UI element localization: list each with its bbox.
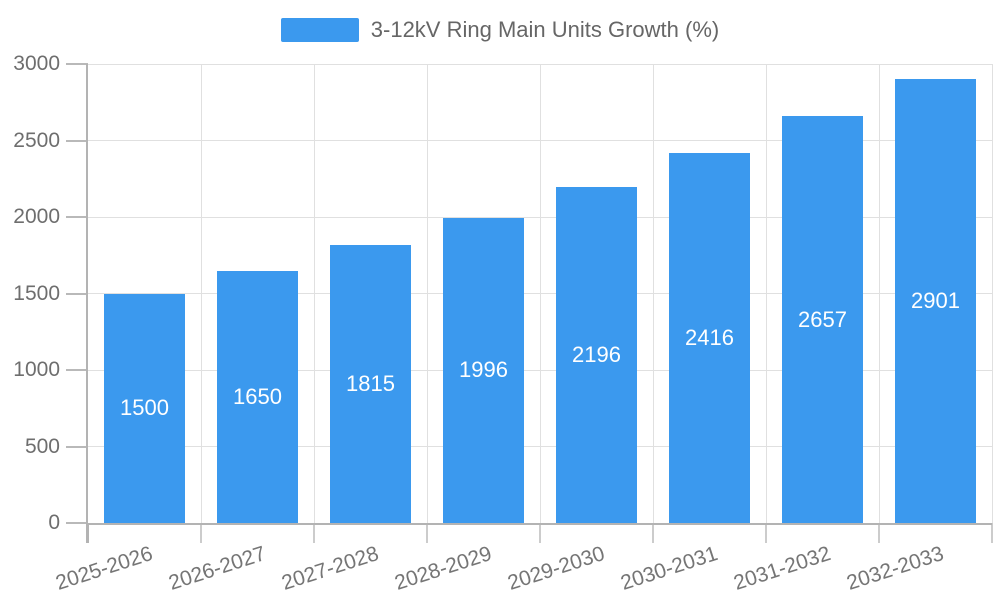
bar[interactable] (895, 79, 976, 523)
x-gridline (539, 64, 541, 523)
x-axis-label: 2028-2029 (391, 542, 495, 595)
x-gridline (313, 64, 315, 523)
bar-value-label: 2416 (685, 325, 734, 351)
x-tick (652, 523, 654, 543)
x-gridline (652, 64, 654, 523)
x-axis-label: 2030-2031 (617, 542, 721, 595)
bar[interactable] (782, 116, 863, 523)
bar-value-label: 2901 (911, 288, 960, 314)
x-axis-line (88, 523, 992, 525)
legend-swatch-icon[interactable] (280, 18, 359, 42)
x-gridline (878, 64, 880, 523)
bar-value-label: 2657 (798, 306, 847, 332)
bar-value-label: 2196 (572, 342, 621, 367)
y-axis-label: 1000 (13, 358, 60, 381)
legend-series-label[interactable]: 3-12kV Ring Main Units Growth (%) (370, 17, 720, 42)
y-tick (66, 292, 88, 295)
y-axis-label: 3000 (13, 52, 60, 75)
bar[interactable] (443, 217, 524, 523)
y-tick (66, 445, 88, 448)
x-gridline (991, 64, 993, 523)
x-tick (539, 523, 541, 543)
x-axis-label: 2027-2028 (278, 542, 382, 595)
x-tick (991, 523, 993, 543)
y-tick (66, 522, 88, 524)
x-tick (765, 523, 767, 543)
bar-value-label: 1996 (459, 357, 508, 383)
x-tick (426, 523, 428, 543)
y-tick (66, 63, 88, 65)
y-tick (66, 369, 88, 371)
bar-value-label: 1815 (346, 371, 395, 397)
bar[interactable] (556, 187, 637, 523)
bar-value-label: 1500 (120, 395, 169, 421)
x-gridline (765, 64, 767, 523)
x-axis-label: 2031-2032 (730, 542, 834, 595)
y-tick (66, 216, 88, 218)
bar-value-label: 1650 (233, 383, 282, 409)
y-axis-label: 500 (24, 434, 60, 458)
y-axis-line (86, 64, 88, 543)
y-axis-label: 1500 (13, 281, 60, 305)
y-axis-label: 0 (48, 511, 60, 534)
bar[interactable] (104, 293, 185, 523)
y-axis-label: 2000 (13, 205, 60, 228)
x-tick (87, 523, 89, 543)
x-tick (200, 523, 202, 543)
y-tick (66, 139, 88, 142)
bar[interactable] (669, 153, 750, 523)
x-axis-label: 2032-2033 (843, 542, 947, 595)
x-tick (313, 523, 315, 543)
x-axis-label: 2029-2030 (504, 542, 608, 595)
x-gridline (426, 64, 428, 523)
x-gridline (200, 64, 202, 523)
x-tick (878, 523, 880, 543)
x-axis-label: 2025-2026 (52, 542, 156, 595)
bar[interactable] (217, 270, 298, 523)
chart-legend[interactable]: 3-12kV Ring Main Units Growth (%) (0, 16, 1000, 44)
y-axis-label: 2500 (13, 128, 60, 152)
bar[interactable] (330, 245, 411, 523)
x-axis-label: 2026-2027 (165, 542, 269, 595)
